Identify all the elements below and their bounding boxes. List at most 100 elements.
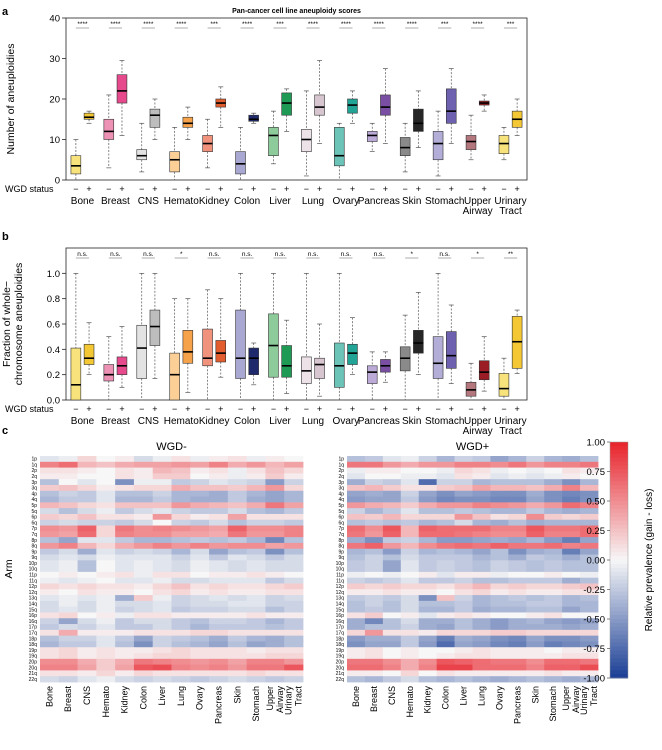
heatmap-cell	[454, 502, 473, 509]
heatmap-cell	[190, 502, 210, 509]
heatmap-cell	[171, 629, 191, 637]
colorbar-segment	[610, 477, 628, 482]
heatmap-cell	[347, 618, 366, 625]
significance-label: *	[410, 251, 413, 258]
heatmap-cell	[77, 548, 97, 555]
colorbar-segment	[610, 575, 628, 581]
heatmap-cell	[382, 479, 402, 486]
heatmap-cell	[58, 513, 78, 521]
heatmap-cell	[77, 519, 97, 526]
colorbar-segment	[610, 524, 628, 530]
heatmap-cell	[454, 641, 473, 648]
heatmap-cell	[246, 577, 266, 584]
heatmap-cell	[265, 519, 285, 526]
arm-label-13q: 13q	[29, 596, 38, 602]
heatmap-cell	[580, 676, 599, 683]
heatmap-cell	[77, 658, 97, 666]
heatmap-cell	[171, 658, 191, 666]
heatmap-cell	[347, 664, 366, 671]
arm-label-9p: 9p	[338, 549, 344, 555]
heatmap-cell	[364, 629, 384, 637]
panel-b: 0.0 0.2 0.4 0.6 0.8 1.0 Fraction of whole− chro…	[1, 247, 528, 437]
heatmap-cell	[382, 496, 402, 503]
wgd-sign-minus: −	[73, 184, 78, 194]
heatmap-cell	[580, 519, 599, 526]
heatmap-cell	[115, 554, 135, 561]
heatmap-cell	[77, 537, 97, 544]
box-lung-plus	[314, 357, 325, 379]
colorbar-segment	[610, 556, 628, 561]
wgd-sign-plus: +	[284, 184, 289, 194]
heatmap-cell	[347, 479, 366, 486]
heatmap-cell	[364, 571, 384, 579]
heatmap-cell	[284, 595, 304, 602]
heatmap-cell	[265, 653, 285, 660]
heatmap-cell	[40, 624, 60, 631]
heatmap-cell	[382, 484, 402, 492]
heatmap-cell	[284, 612, 304, 619]
significance-label: n.s.	[77, 251, 88, 258]
heatmap-cell	[77, 571, 97, 579]
heatmap-cell	[265, 490, 285, 497]
category-label-upper-airway: Airway	[463, 426, 493, 437]
heatmap-cell	[454, 456, 473, 463]
heatmap-cell	[436, 548, 455, 555]
heatmap-cell	[152, 554, 172, 561]
heatmap-cell	[284, 566, 304, 573]
heatmap-cell	[436, 473, 455, 480]
arm-label-7q: 7q	[31, 532, 37, 538]
arm-label-8q: 8q	[31, 544, 37, 550]
heatmap-cell	[96, 566, 116, 573]
heatmap-cell	[347, 647, 366, 654]
box-urinary-tract-minus	[498, 135, 510, 154]
heatmap-cell	[284, 467, 304, 474]
colorbar-segment	[610, 465, 628, 471]
heatmap-cell	[40, 629, 60, 637]
heatmap-cell	[152, 629, 172, 637]
heatmap-cell	[152, 542, 172, 550]
column-label-ovary: Ovary	[195, 686, 205, 711]
wgd-sign-plus: +	[449, 404, 454, 414]
heatmap-cell	[382, 548, 402, 555]
heatmap-cell	[77, 595, 97, 602]
heatmap-cell	[418, 589, 438, 596]
heatmap-cell	[190, 664, 210, 671]
heatmap-cell	[364, 496, 384, 503]
arm-label-16q: 16q	[336, 619, 345, 625]
heatmap-cell	[454, 560, 473, 567]
heatmap-cell	[96, 479, 116, 486]
heatmap-cell	[284, 508, 304, 515]
heatmap-cell	[347, 519, 366, 526]
heatmap-cell	[562, 647, 581, 654]
heatmap-cell	[209, 496, 229, 503]
heatmap-cell	[544, 664, 563, 671]
heatmap-cell	[490, 624, 509, 631]
box-pancreas-minus	[366, 365, 378, 384]
heatmap-cell	[418, 577, 438, 584]
heatmap-cell	[418, 484, 438, 492]
heatmap-cell	[246, 629, 266, 637]
heatmap-cell	[472, 560, 491, 567]
heatmap-cell	[382, 664, 402, 671]
column-label-bone: Bone	[44, 686, 54, 707]
heatmap-cell	[227, 537, 248, 544]
heatmap-cell	[436, 490, 455, 497]
column-label-cns: CNS	[82, 686, 92, 705]
heatmap-cell	[418, 629, 438, 637]
heatmap-cell	[171, 612, 191, 619]
heatmap-cell	[508, 658, 527, 666]
heatmap-cell	[526, 635, 545, 642]
heatmap-cell	[190, 554, 210, 561]
wgd-sign-plus: +	[86, 184, 91, 194]
heatmap-cell	[77, 525, 97, 532]
heatmap-cell	[400, 612, 420, 619]
heatmap-cell	[58, 542, 78, 550]
heatmap-cell	[508, 537, 527, 544]
heatmap-cell	[454, 600, 473, 608]
heatmap-cell	[190, 473, 210, 480]
heatmap-cell	[580, 653, 599, 660]
arm-label-21q: 21q	[336, 671, 345, 677]
box-skin-plus	[413, 108, 424, 132]
heatmap-cell	[472, 479, 491, 486]
heatmap-cell	[382, 658, 402, 666]
